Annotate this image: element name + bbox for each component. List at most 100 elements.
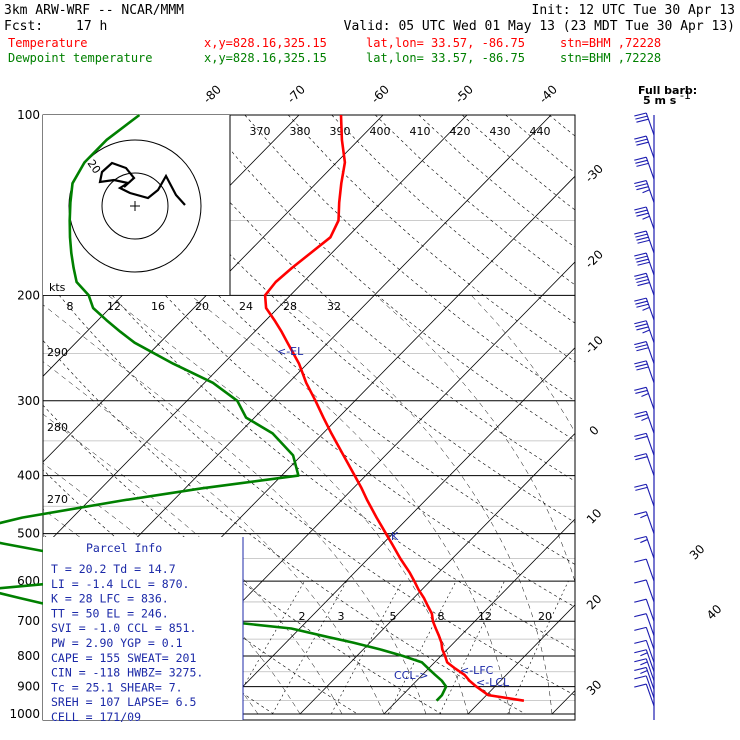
wind-barb <box>634 230 655 254</box>
wind-barb-flag <box>634 410 647 415</box>
theta-label-290: 290 <box>47 346 68 359</box>
ccl-annotation: CCL-> <box>394 669 428 682</box>
wind-barb-staff <box>645 433 655 456</box>
wind-barb-flag <box>640 514 648 519</box>
mixing-ratio-label-5: 5 <box>390 610 397 623</box>
forecast-hour: 17 h <box>76 19 107 34</box>
wind-barb-flag <box>636 236 649 241</box>
speed-label-40: 40 <box>704 602 725 623</box>
mixing-ratio-20 <box>507 580 569 715</box>
wind-barb-flag <box>636 141 649 146</box>
dewpoint-legend-station: stn=BHM ,72228 <box>560 51 661 65</box>
hodograph-center-mark <box>130 201 140 211</box>
isotherm-label--60: -60 <box>368 82 392 106</box>
wind-barb <box>634 579 655 603</box>
wind-barb-flag <box>636 258 649 263</box>
wind-scale-label-20: 20 <box>195 300 209 313</box>
isotherm-label--80: -80 <box>200 82 224 106</box>
isotherm-label--10: -10 <box>582 333 606 357</box>
wind-barb-staff <box>645 206 655 230</box>
wind-barb-staff <box>645 675 655 699</box>
wind-barb-staff <box>645 484 655 507</box>
parcel-info-row: Tc = 25.1 SHEAR= 7. <box>51 680 183 694</box>
wind-barb-staff <box>645 180 655 203</box>
wind-barb-flag <box>634 639 647 644</box>
wind-barb-staff <box>645 683 655 707</box>
dry-adiabat-390 <box>287 115 575 363</box>
isotherm-label--50: -50 <box>452 82 476 106</box>
wind-barb-flag <box>634 613 647 618</box>
wind-barb-flag <box>635 323 648 328</box>
wind-barb-flag <box>635 255 648 260</box>
wind-barb-staff <box>645 230 655 254</box>
isotherm-label--40: -40 <box>536 82 560 106</box>
dry-adiabat-440 <box>505 115 575 174</box>
wind-barb <box>634 626 655 650</box>
dry-adiabat-400 <box>331 115 575 324</box>
wind-barb-flag <box>634 135 647 140</box>
wind-barb <box>634 613 655 636</box>
mixing-ratio-5 <box>331 580 403 715</box>
wind-barb-flag <box>640 661 648 666</box>
wind-barb-flag <box>640 652 648 657</box>
wind-barb <box>634 453 655 476</box>
wind-barb-flag <box>635 138 648 143</box>
parcel-info-panel: Parcel Info T = 20.2 Td = 14.7LI = -1.4 … <box>43 537 244 724</box>
hodograph-kts-label: kts <box>49 281 66 294</box>
isotherm-label-10: 10 <box>584 506 605 527</box>
parcel-info-row: CELL = 171/09 <box>51 710 141 724</box>
wind-barb-staff <box>645 157 655 180</box>
isotherm-label--20: -20 <box>582 247 606 271</box>
forecast-label: Fcst: <box>4 19 43 34</box>
theta-e-label-390: 390 <box>330 125 351 138</box>
wind-scale-label-8: 8 <box>67 300 74 313</box>
wind-barb-staff <box>645 297 655 321</box>
mixing-ratio-label-2: 2 <box>299 610 306 623</box>
wind-barb <box>634 297 655 321</box>
wind-barb-flag <box>634 112 647 117</box>
wind-barb-flag <box>634 598 647 603</box>
mixing-ratio-8 <box>388 580 457 715</box>
mixing-ratio-label-8: 8 <box>438 610 445 623</box>
pressure-label-1000: 1000 <box>9 707 40 721</box>
dry-adiabat-430 <box>462 115 575 211</box>
wind-barb-staff <box>645 453 655 476</box>
wind-barb-flag <box>634 658 647 663</box>
isotherm-label--30: -30 <box>582 162 606 186</box>
wind-barb-flag <box>635 275 648 280</box>
parcel-info-row: K = 28 LFC = 836. <box>51 592 169 606</box>
wind-barb <box>634 658 655 681</box>
wind-barb-flag <box>642 306 650 311</box>
parcel-info-row: T = 20.2 Td = 14.7 <box>51 562 176 576</box>
isotherm-label-20: 20 <box>584 592 605 613</box>
dry-adiabat-420 <box>418 115 575 248</box>
wind-scale-label-16: 16 <box>151 300 165 313</box>
wind-barb-staff <box>645 112 655 136</box>
wind-barb-flag <box>636 212 649 217</box>
wind-barb <box>634 252 655 276</box>
mixing-ratio-3 <box>272 580 347 715</box>
wind-barb-flag <box>634 535 647 541</box>
wind-barb-flag <box>634 179 647 185</box>
pressure-label-200: 200 <box>17 288 40 302</box>
wind-barb <box>634 432 655 456</box>
wind-barb-flag <box>636 303 649 308</box>
wind-barb-flag <box>636 186 649 191</box>
wind-barb-flag <box>636 326 649 331</box>
parcel-info-row: LI = -1.4 LCL = 870. <box>51 577 189 591</box>
wind-barb-staff <box>645 599 655 622</box>
wind-barb <box>634 341 655 364</box>
wind-barb-flag <box>634 252 647 257</box>
isotherm--60 <box>43 115 384 463</box>
pressure-label-800: 800 <box>17 649 40 663</box>
wind-barb-flag <box>634 320 647 325</box>
wind-barb-staff <box>645 640 655 663</box>
dry-adiabat-310 <box>43 274 575 696</box>
parcel-info-row: SVI = -1.0 CCL = 851. <box>51 621 196 635</box>
wind-barb-staff <box>645 613 655 636</box>
dry-adiabat-350 <box>114 115 575 523</box>
theta-e-label-420: 420 <box>450 125 471 138</box>
wind-barb <box>634 135 655 159</box>
init-time: Init: 12 UTC Tue 30 Apr 13 <box>532 3 736 18</box>
